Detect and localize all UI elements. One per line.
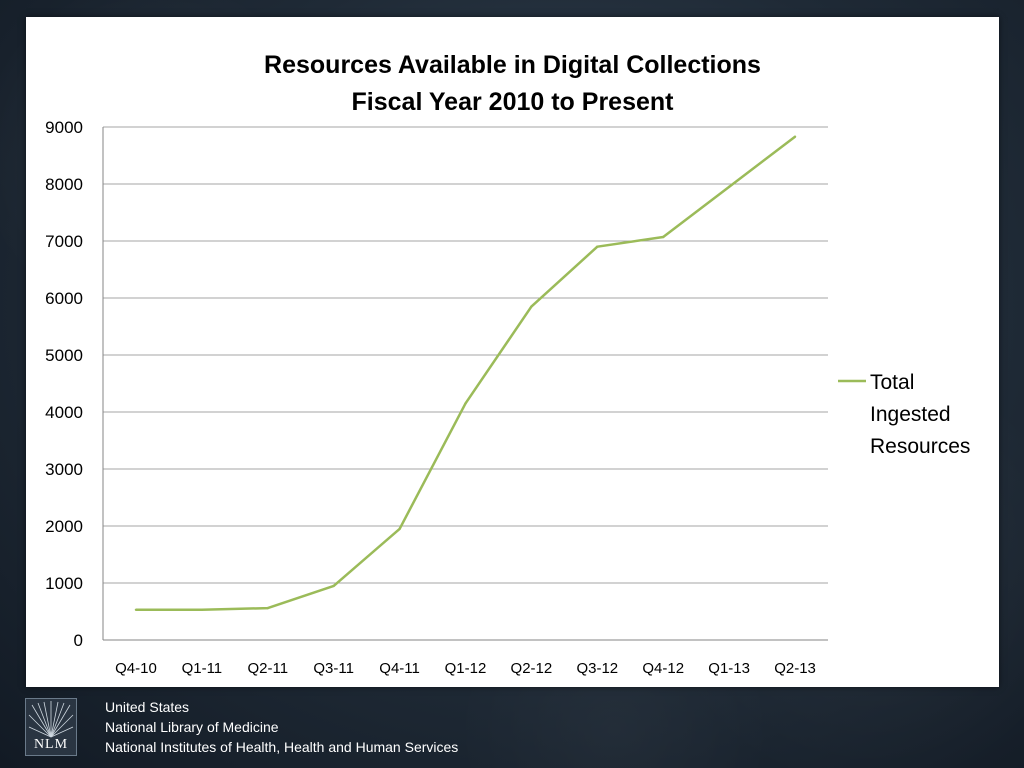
x-tick-label: Q1-11 [182, 660, 223, 677]
x-tick-label: Q2-11 [247, 660, 288, 677]
y-tick-label: 5000 [45, 346, 83, 365]
y-tick-label: 2000 [45, 517, 83, 536]
footer-line-3: National Institutes of Health, Health an… [105, 739, 459, 755]
data-point [662, 235, 665, 239]
data-point [398, 527, 401, 531]
y-tick-label: 1000 [45, 574, 83, 593]
nlm-logo: NLM [25, 698, 77, 756]
y-tick-label: 6000 [45, 289, 83, 308]
data-point [332, 584, 335, 588]
footer-agency-text: United States National Library of Medici… [105, 697, 458, 757]
y-tick-label: 3000 [45, 460, 83, 479]
series-line [136, 135, 796, 612]
data-point [134, 608, 138, 611]
y-tick-label: 8000 [45, 175, 83, 194]
legend-label: Resources [870, 435, 970, 458]
x-tick-label: Q3-12 [576, 660, 618, 677]
data-point [530, 305, 533, 308]
chart-title-line-1: Resources Available in Digital Collectio… [264, 51, 761, 79]
y-tick-label: 4000 [45, 403, 83, 422]
line-chart: 0 1000 2000 3000 4000 5000 6000 7000 8000 9000 Q4-… [45, 118, 970, 677]
footer-line-1: United States [105, 699, 190, 715]
y-tick-label: 9000 [45, 118, 83, 137]
chart-title-line-2: Fiscal Year 2010 to Present [351, 88, 674, 116]
nlm-logo-text: NLM [33, 737, 69, 752]
footer-line-2: National Library of Medicine [105, 719, 279, 735]
x-tick-label: Q2-13 [774, 660, 816, 677]
x-tick-label: Q1-12 [445, 660, 487, 677]
x-tick-label: Q2-12 [511, 660, 553, 677]
data-point [464, 402, 467, 405]
nlm-logo-icon [28, 701, 74, 738]
y-tick-label: 0 [74, 631, 83, 650]
y-tick-label: 7000 [45, 232, 83, 251]
chart-title: Resources Available in Digital Collectio… [26, 47, 999, 121]
data-point [727, 185, 731, 189]
x-tick-label: Q4-12 [642, 660, 684, 677]
x-tick-label: Q4-10 [115, 660, 157, 677]
x-tick-label: Q3-11 [313, 660, 354, 677]
data-point [266, 606, 269, 610]
data-point [596, 245, 599, 248]
x-tick-label: Q4-11 [379, 660, 420, 677]
legend-label: Ingested [870, 403, 951, 426]
data-point [200, 608, 204, 611]
data-point [793, 135, 797, 138]
x-tick-label: Q1-13 [708, 660, 750, 677]
legend-label: Total [870, 371, 914, 394]
chart-panel: Resources Available in Digital Collectio… [26, 17, 999, 687]
